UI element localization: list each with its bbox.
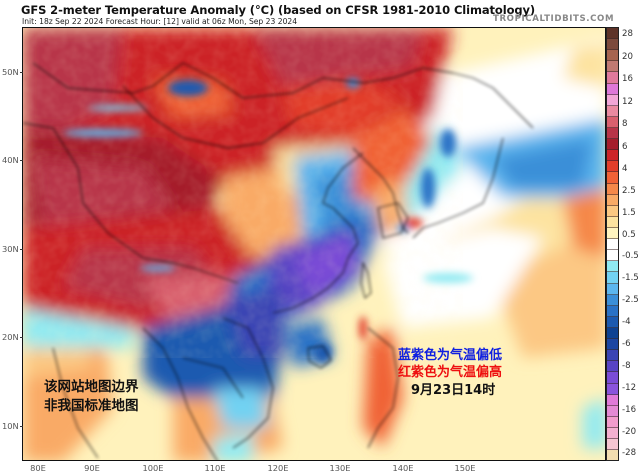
colorbar-segment [607, 150, 618, 162]
legend-note-warm: 红紫色为气温偏高 [398, 365, 503, 380]
map-field [23, 28, 605, 460]
colorbar-segment [607, 61, 618, 73]
longitude-label: 100E [142, 463, 164, 473]
colorbar-segment [607, 439, 618, 451]
local-time-label: 9月23日14时 [411, 383, 496, 398]
colorbar-segment [607, 361, 618, 373]
colorbar-segment [607, 216, 618, 228]
colorbar-segment [607, 28, 618, 40]
colorbar-segment [607, 416, 618, 428]
map-disclaimer-line1: 该网站地图边界 [44, 379, 139, 395]
longitude-label: 140E [392, 463, 414, 473]
colorbar-tick: -2.5 [622, 295, 639, 305]
chart-subtitle: Init: 18z Sep 22 2024 Forecast Hour: [12… [22, 17, 298, 26]
colorbar-tick: 6 [622, 142, 628, 152]
brand-watermark: TROPICALTIDBITS.COM [493, 14, 615, 24]
colorbar-segment [607, 272, 618, 284]
colorbar-segment [607, 250, 618, 262]
colorbar-segment [607, 294, 618, 306]
colorbar-segment [607, 316, 618, 328]
colorbar-segment [607, 372, 618, 384]
colorbar-tick: -20 [622, 427, 637, 437]
colorbar-tick: 28 [622, 29, 633, 39]
colorbar-segment [607, 405, 618, 417]
colorbar-tick: -28 [622, 448, 637, 458]
colorbar-segment [607, 94, 618, 106]
longitude-label: 110E [204, 463, 226, 473]
colorbar-segment [607, 394, 618, 406]
colorbar-tick: -12 [622, 383, 637, 393]
anomaly-map [22, 27, 606, 461]
colorbar-tick: 12 [622, 97, 633, 107]
latitude-label: 40N [2, 155, 23, 165]
longitude-label: 120E [267, 463, 289, 473]
latitude-label: 20N [2, 332, 23, 342]
colorbar-segment [607, 205, 618, 217]
colorbar-segment [607, 183, 618, 195]
legend-note-cold: 蓝紫色为气温偏低 [398, 348, 503, 363]
colorbar-segment [607, 383, 618, 395]
colorbar-segment [607, 450, 618, 461]
colorbar [606, 27, 619, 461]
colorbar-segment [607, 105, 618, 117]
chart-title: GFS 2-meter Temperature Anomaly (°C) (ba… [21, 3, 536, 17]
longitude-label: 90E [84, 463, 100, 473]
colorbar-tick: 0.5 [622, 230, 636, 240]
colorbar-segment [607, 227, 618, 240]
colorbar-segment [607, 39, 618, 51]
colorbar-tick: -8 [622, 361, 631, 371]
colorbar-segment [607, 83, 618, 95]
colorbar-segment [607, 283, 618, 295]
colorbar-tick: -16 [622, 405, 637, 415]
colorbar-segment [607, 72, 618, 84]
colorbar-tick: 8 [622, 119, 628, 129]
colorbar-tick: -0.5 [622, 251, 639, 261]
latitude-label: 30N [2, 244, 23, 254]
longitude-label: 150E [454, 463, 476, 473]
colorbar-segment [607, 161, 618, 173]
longitude-label: 130E [329, 463, 351, 473]
colorbar-tick: 4 [622, 164, 628, 174]
colorbar-segment [607, 261, 618, 273]
colorbar-segment [607, 127, 618, 140]
colorbar-segment [607, 350, 618, 362]
colorbar-segment [607, 139, 618, 151]
colorbar-segment [607, 327, 618, 340]
colorbar-tick: 2.5 [622, 186, 636, 196]
colorbar-tick: -1.5 [622, 273, 639, 283]
colorbar-tick: 16 [622, 74, 633, 84]
colorbar-segment [607, 172, 618, 184]
colorbar-segment [607, 305, 618, 317]
colorbar-segment [607, 339, 618, 351]
colorbar-segment [607, 239, 618, 251]
colorbar-segment [607, 194, 618, 206]
latitude-label: 10N [2, 421, 23, 431]
colorbar-tick: 20 [622, 52, 633, 62]
longitude-label: 80E [30, 463, 46, 473]
colorbar-tick: 1.5 [622, 208, 636, 218]
colorbar-segment [607, 427, 618, 440]
map-disclaimer-line2: 非我国标准地图 [44, 398, 139, 414]
colorbar-tick: -6 [622, 339, 631, 349]
colorbar-tick: -4 [622, 317, 631, 327]
latitude-label: 50N [2, 67, 23, 77]
colorbar-segment [607, 50, 618, 62]
colorbar-segment [607, 116, 618, 128]
